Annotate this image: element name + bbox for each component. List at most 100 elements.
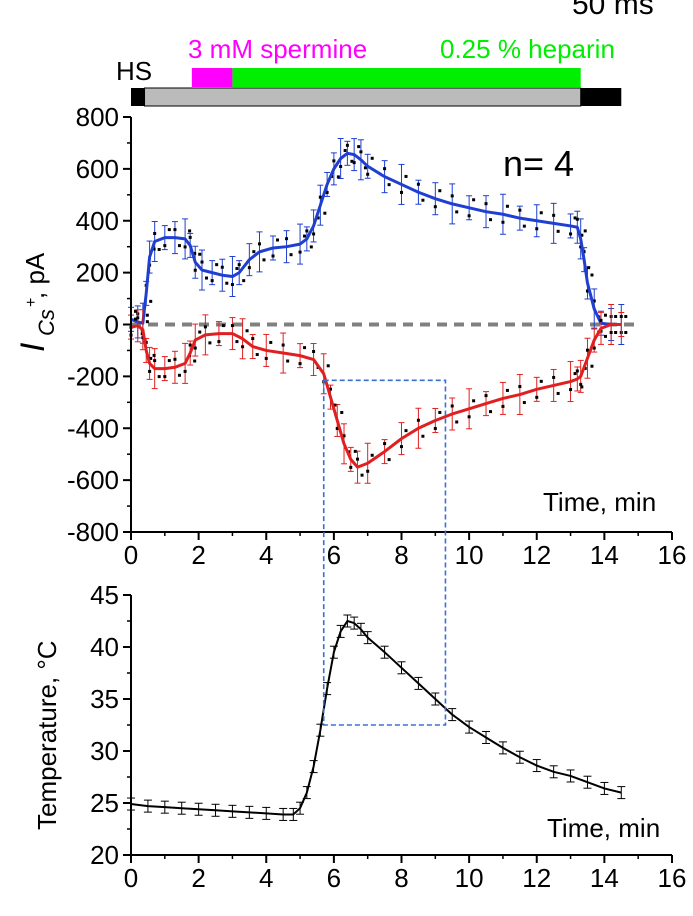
- data-marker: [305, 229, 309, 233]
- data-marker: [573, 216, 577, 220]
- y-tick-label: 25: [90, 788, 119, 818]
- data-marker: [501, 404, 505, 408]
- data-marker: [438, 410, 442, 414]
- data-marker: [359, 150, 363, 154]
- data-marker: [285, 237, 289, 241]
- data-marker: [251, 337, 255, 341]
- data-marker: [433, 205, 437, 209]
- data-marker: [152, 353, 156, 357]
- data-marker: [152, 247, 156, 251]
- data-marker: [467, 415, 471, 419]
- data-marker: [505, 204, 509, 208]
- temperature-chart: 0 2 4 6 8 10 12 14 16 20 25 30 35 40 45 Time, min Temp…: [32, 580, 686, 893]
- bath-bar: [144, 87, 582, 107]
- n-annotation: n= 4: [503, 143, 574, 184]
- temperature-xlabel: Time, min: [547, 813, 660, 843]
- data-marker: [484, 394, 488, 398]
- data-marker: [539, 379, 543, 383]
- x-tick-label: 4: [259, 863, 273, 893]
- data-marker: [205, 276, 209, 280]
- data-marker: [326, 364, 330, 368]
- data-marker: [472, 198, 476, 202]
- x-tick-label: 2: [191, 540, 205, 570]
- data-marker: [193, 359, 197, 363]
- data-marker: [215, 263, 219, 267]
- data-marker: [149, 299, 153, 303]
- data-marker: [433, 426, 437, 430]
- data-marker: [624, 331, 628, 334]
- data-marker: [298, 362, 302, 366]
- y-tick-label: 45: [90, 580, 119, 610]
- data-marker: [489, 218, 493, 222]
- data-marker: [349, 465, 353, 469]
- data-marker: [230, 283, 234, 287]
- data-marker: [356, 457, 360, 461]
- data-marker: [363, 166, 367, 170]
- series-line: [130, 151, 622, 326]
- data-marker: [235, 340, 239, 344]
- data-marker: [237, 263, 241, 267]
- data-marker: [193, 251, 197, 255]
- data-marker: [421, 198, 425, 202]
- data-marker: [153, 359, 157, 363]
- data-marker: [245, 329, 249, 333]
- data-marker: [370, 156, 374, 160]
- x-tick-label: 14: [590, 540, 619, 570]
- x-tick-label: 6: [327, 540, 341, 570]
- data-marker: [318, 195, 322, 199]
- data-marker: [599, 318, 603, 322]
- data-marker: [200, 260, 204, 264]
- data-marker: [163, 375, 167, 379]
- data-marker: [535, 395, 539, 399]
- data-marker: [552, 213, 556, 217]
- data-marker: [416, 182, 420, 186]
- data-marker: [145, 320, 149, 324]
- data-marker: [400, 445, 403, 449]
- corner-label: 50 ms: [572, 0, 654, 21]
- data-marker: [148, 369, 152, 373]
- data-marker: [472, 399, 476, 403]
- data-marker: [370, 453, 374, 457]
- data-marker: [366, 172, 370, 176]
- data-marker: [183, 369, 187, 373]
- y-tick-label: 30: [90, 736, 119, 766]
- y-tick-label: -800: [67, 517, 119, 547]
- data-marker: [286, 359, 290, 363]
- current-axes: 0 2 4 6 8 10 12 14 16 -800 -600 -400 -200 0 200 400 600 8…: [67, 102, 687, 570]
- data-marker: [312, 350, 316, 354]
- data-marker: [416, 418, 420, 422]
- data-marker: [614, 331, 618, 334]
- data-marker: [556, 229, 560, 233]
- data-marker: [281, 343, 285, 347]
- data-marker: [352, 161, 356, 165]
- y-tick-label: -200: [67, 361, 119, 391]
- y-tick-label: 400: [76, 206, 119, 236]
- data-marker: [455, 210, 459, 214]
- data-marker: [383, 442, 387, 446]
- x-tick-label: 12: [522, 540, 551, 570]
- data-marker: [271, 254, 275, 258]
- data-marker: [455, 420, 459, 424]
- data-marker: [340, 410, 344, 414]
- x-tick-label: 16: [658, 863, 687, 893]
- data-marker: [221, 324, 225, 328]
- data-marker: [276, 238, 280, 242]
- y-tick-label: 35: [90, 684, 119, 714]
- data-marker: [193, 346, 197, 350]
- data-marker: [134, 309, 137, 313]
- data-marker: [225, 281, 229, 285]
- data-marker: [587, 266, 591, 270]
- data-marker: [173, 228, 177, 232]
- data-marker: [575, 217, 579, 221]
- data-marker: [484, 202, 488, 206]
- x-tick-label: 14: [590, 863, 619, 893]
- data-marker: [157, 375, 161, 379]
- data-marker: [298, 250, 302, 254]
- data-marker: [208, 341, 212, 345]
- data-marker: [609, 331, 613, 334]
- data-marker: [241, 345, 245, 349]
- hs-bar-start: [131, 88, 145, 106]
- data-marker: [252, 250, 256, 254]
- data-marker: [556, 391, 560, 395]
